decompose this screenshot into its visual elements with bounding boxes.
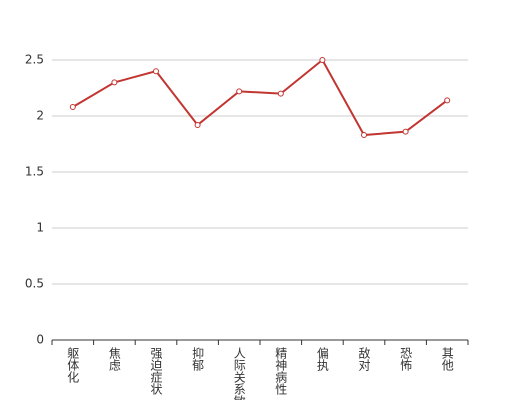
x-tick-label: 敌对 (357, 346, 371, 371)
line (72, 58, 448, 137)
point (194, 121, 201, 128)
y-tick-label: 0 (36, 333, 44, 347)
y-tick-label: 1.5 (25, 165, 44, 179)
point (277, 90, 284, 97)
x-tick-label: 偏执 (315, 346, 329, 372)
y-tick-label: 1 (36, 221, 44, 235)
y-tick-label: 2 (36, 109, 44, 123)
point (111, 79, 118, 86)
point (153, 68, 159, 75)
point (361, 132, 367, 139)
x-tick-label: 焦虑 (107, 347, 121, 371)
point (69, 104, 76, 111)
y-tick-label: 2.5 (25, 53, 44, 67)
point (402, 128, 409, 135)
x-tick-label: 精神病性 (274, 347, 288, 396)
point (444, 97, 451, 104)
x-tick-label: 躯体化 (66, 346, 80, 384)
point (236, 88, 243, 95)
point (319, 57, 326, 63)
x-tick-label: 人际关系敏感 (232, 347, 246, 400)
y-tick-label: 0.5 (25, 277, 44, 291)
x-tick-label: 强迫症状 (149, 347, 163, 395)
x-tick-label: 恐怖 (399, 347, 413, 371)
x-tick-label: 其他 (440, 347, 454, 371)
x-tick-label: 抑郁 (191, 346, 205, 372)
